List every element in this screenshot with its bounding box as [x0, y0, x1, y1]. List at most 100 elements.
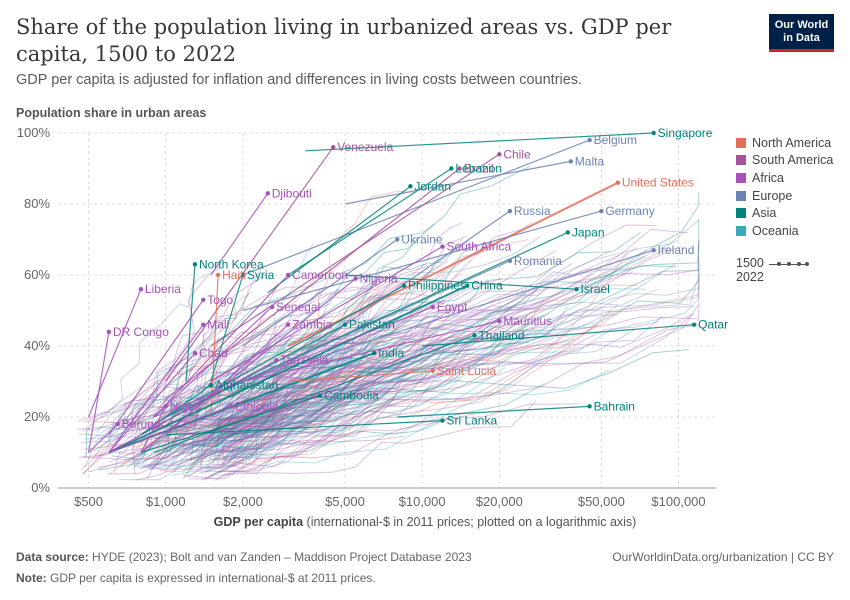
trajectory-line	[153, 392, 328, 465]
trajectory-line	[203, 402, 398, 475]
legend-item-africa[interactable]: Africa	[736, 169, 833, 187]
region-legend: North America South America Africa Europe As…	[736, 134, 833, 240]
country-label[interactable]: Germany	[605, 204, 654, 218]
trajectory-line	[200, 299, 545, 449]
country-label[interactable]: Zambia	[292, 318, 332, 332]
country-label[interactable]: Mali	[207, 318, 229, 332]
trajectory-line	[225, 304, 618, 465]
x-axis-title: GDP per capita	[213, 515, 304, 529]
trajectory-line	[220, 306, 694, 460]
footer-url[interactable]: OurWorldinData.org/urbanization | CC BY	[612, 550, 834, 564]
legend-swatch	[736, 225, 746, 236]
country-label[interactable]: Afghanistan	[215, 378, 278, 392]
legend-label: North America	[752, 135, 832, 150]
trajectory-line	[224, 391, 395, 460]
country-label[interactable]: Romania	[514, 254, 562, 268]
country-label[interactable]: Ukraine	[401, 233, 443, 247]
logo-line-1: Our World	[774, 19, 829, 31]
trajectory-line	[157, 240, 493, 421]
country-label[interactable]: Jordan	[414, 179, 451, 193]
country-label[interactable]: Qatar	[698, 318, 728, 332]
country-label[interactable]: Thailand	[478, 328, 524, 342]
country-label[interactable]: Malta	[575, 154, 605, 168]
country-label[interactable]: Cameroon	[292, 268, 348, 282]
country-label[interactable]: Singapore	[658, 126, 713, 140]
country-label[interactable]: Bahrain	[594, 399, 635, 413]
series-line-ethiopia	[108, 405, 232, 454]
country-label[interactable]: Chad	[199, 346, 228, 360]
x-tick-label: $500	[74, 494, 103, 509]
legend-item-oceania[interactable]: Oceania	[736, 222, 833, 240]
legend-item-north-america[interactable]: North America	[736, 134, 833, 152]
country-label[interactable]: Japan	[572, 225, 605, 239]
trajectory-line	[181, 376, 461, 480]
data-source: Data source: HYDE (2023); Bolt and van Z…	[16, 550, 472, 564]
y-tick-label: 40%	[24, 338, 50, 353]
country-label[interactable]: Burundi	[122, 417, 163, 431]
country-label[interactable]: North Korea	[199, 257, 264, 271]
owid-logo[interactable]: Our World in Data	[769, 14, 834, 52]
trajectory-line	[189, 316, 527, 467]
country-label[interactable]: Ethiopia	[235, 399, 279, 413]
series-end-point	[208, 382, 214, 388]
series-end-point	[274, 358, 279, 363]
trajectory-line	[119, 399, 333, 481]
trajectory-line	[210, 371, 387, 453]
country-label[interactable]: Haiti	[222, 268, 246, 282]
country-label[interactable]: Togo	[207, 293, 233, 307]
trajectory-line	[208, 334, 413, 431]
country-label[interactable]: Egypt	[437, 300, 468, 314]
country-label[interactable]: Saint Lucia	[437, 364, 497, 378]
country-label[interactable]: Brazil	[464, 162, 494, 176]
country-label[interactable]: China	[471, 279, 503, 293]
trajectory-line	[163, 307, 543, 443]
country-label[interactable]: Nigeria	[360, 272, 398, 286]
country-label[interactable]: Russia	[514, 204, 551, 218]
country-label[interactable]: Djibouti	[272, 186, 312, 200]
country-label[interactable]: Cambodia	[324, 389, 379, 403]
trajectory-line	[216, 285, 542, 464]
series-line-singapore	[305, 132, 654, 152]
legend-item-europe[interactable]: Europe	[736, 187, 833, 205]
trajectory-line	[132, 243, 314, 469]
trajectory-line	[149, 382, 328, 428]
country-label[interactable]: Liberia	[145, 282, 181, 296]
country-label[interactable]: Syria	[247, 268, 275, 282]
series-end-point	[651, 247, 656, 253]
country-label[interactable]: Ireland	[658, 243, 695, 257]
trajectory-line	[213, 296, 393, 428]
country-label[interactable]: Philippines	[408, 279, 466, 293]
country-label[interactable]: Sri Lanka	[446, 414, 497, 428]
country-label[interactable]: Senegal	[276, 300, 320, 314]
country-label[interactable]: United States	[622, 176, 694, 190]
legend-item-asia[interactable]: Asia	[736, 204, 833, 222]
country-label[interactable]: India	[378, 346, 404, 360]
country-label[interactable]: Pakistan	[349, 318, 395, 332]
country-label[interactable]: South Africa	[446, 240, 511, 254]
legend-item-south-america[interactable]: South America	[736, 152, 833, 170]
country-label[interactable]: Belgium	[594, 133, 637, 147]
trajectory-line	[221, 314, 528, 448]
trajectory-line	[123, 406, 326, 462]
series-line-nigeria	[140, 278, 356, 453]
country-label[interactable]: Niger	[170, 399, 199, 413]
country-label[interactable]: Mauritius	[503, 314, 552, 328]
series-end-point	[240, 272, 246, 278]
trajectory-line	[168, 237, 419, 443]
country-label[interactable]: Israel	[581, 282, 610, 296]
chart-note-text: GDP per capita is expressed in internati…	[50, 571, 376, 585]
x-tick-label: $1,000	[146, 494, 186, 509]
country-label[interactable]: Lebanon	[455, 162, 502, 176]
trajectory-line	[107, 370, 307, 476]
trajectory-line	[209, 240, 700, 419]
country-label[interactable]: Chile	[503, 147, 531, 161]
country-label[interactable]: Venezuela	[337, 140, 393, 154]
country-label[interactable]: DR Congo	[113, 325, 169, 339]
series-end-point	[228, 404, 234, 409]
series-end-point	[440, 418, 445, 423]
y-tick-label: 20%	[24, 409, 50, 424]
country-label[interactable]: Tanzania	[280, 353, 328, 367]
trajectory-line	[222, 314, 618, 430]
trajectory-line	[142, 320, 423, 465]
